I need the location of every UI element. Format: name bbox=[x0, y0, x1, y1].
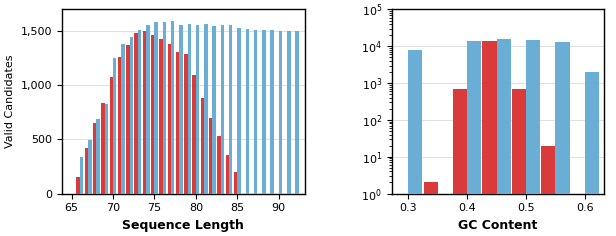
Bar bbox=[295, 31, 299, 194]
Bar bbox=[93, 123, 97, 194]
Bar bbox=[262, 30, 265, 194]
Bar bbox=[126, 45, 129, 194]
Bar bbox=[171, 21, 174, 194]
Bar bbox=[105, 104, 108, 194]
Bar bbox=[526, 40, 540, 236]
Bar bbox=[556, 42, 570, 236]
Bar bbox=[570, 194, 585, 236]
Bar bbox=[196, 25, 200, 194]
Bar bbox=[270, 30, 274, 194]
Bar bbox=[496, 39, 511, 236]
Bar bbox=[234, 172, 237, 194]
Bar bbox=[134, 33, 138, 194]
Bar bbox=[129, 37, 133, 194]
Bar bbox=[237, 28, 241, 194]
Bar bbox=[168, 44, 171, 194]
Bar bbox=[138, 30, 141, 194]
Bar bbox=[184, 54, 187, 194]
Bar bbox=[159, 39, 163, 194]
Bar bbox=[146, 25, 150, 194]
Bar bbox=[213, 26, 216, 194]
Y-axis label: Valid Candidates: Valid Candidates bbox=[5, 55, 15, 148]
Bar bbox=[512, 89, 526, 236]
Bar bbox=[110, 76, 113, 194]
Bar bbox=[80, 157, 83, 194]
Bar bbox=[254, 30, 257, 194]
Bar bbox=[229, 25, 232, 194]
Bar bbox=[438, 194, 452, 236]
Bar bbox=[467, 41, 481, 236]
Bar bbox=[394, 194, 408, 236]
Bar bbox=[453, 89, 467, 236]
Bar bbox=[143, 31, 146, 194]
Bar bbox=[155, 22, 158, 194]
Bar bbox=[585, 72, 599, 236]
Bar bbox=[192, 76, 196, 194]
Bar bbox=[201, 98, 204, 194]
Bar bbox=[121, 44, 125, 194]
Bar bbox=[287, 31, 291, 194]
Bar bbox=[84, 148, 88, 194]
Bar bbox=[541, 146, 556, 236]
X-axis label: Sequence Length: Sequence Length bbox=[123, 219, 245, 232]
Bar bbox=[225, 155, 229, 194]
Bar bbox=[118, 57, 121, 194]
X-axis label: GC Content: GC Content bbox=[458, 219, 537, 232]
Bar bbox=[88, 140, 92, 194]
Bar bbox=[176, 52, 179, 194]
Bar bbox=[246, 29, 249, 194]
Bar bbox=[204, 24, 208, 194]
Bar bbox=[221, 25, 224, 194]
Bar bbox=[113, 58, 116, 194]
Bar bbox=[97, 119, 100, 194]
Bar bbox=[187, 24, 191, 194]
Bar bbox=[217, 136, 221, 194]
Bar bbox=[424, 182, 438, 236]
Bar bbox=[101, 103, 105, 194]
Bar bbox=[76, 177, 80, 194]
Bar bbox=[482, 41, 496, 236]
Bar bbox=[163, 22, 166, 194]
Bar bbox=[179, 25, 183, 194]
Bar bbox=[278, 31, 282, 194]
Bar bbox=[209, 118, 213, 194]
Bar bbox=[408, 50, 423, 236]
Bar bbox=[151, 35, 155, 194]
